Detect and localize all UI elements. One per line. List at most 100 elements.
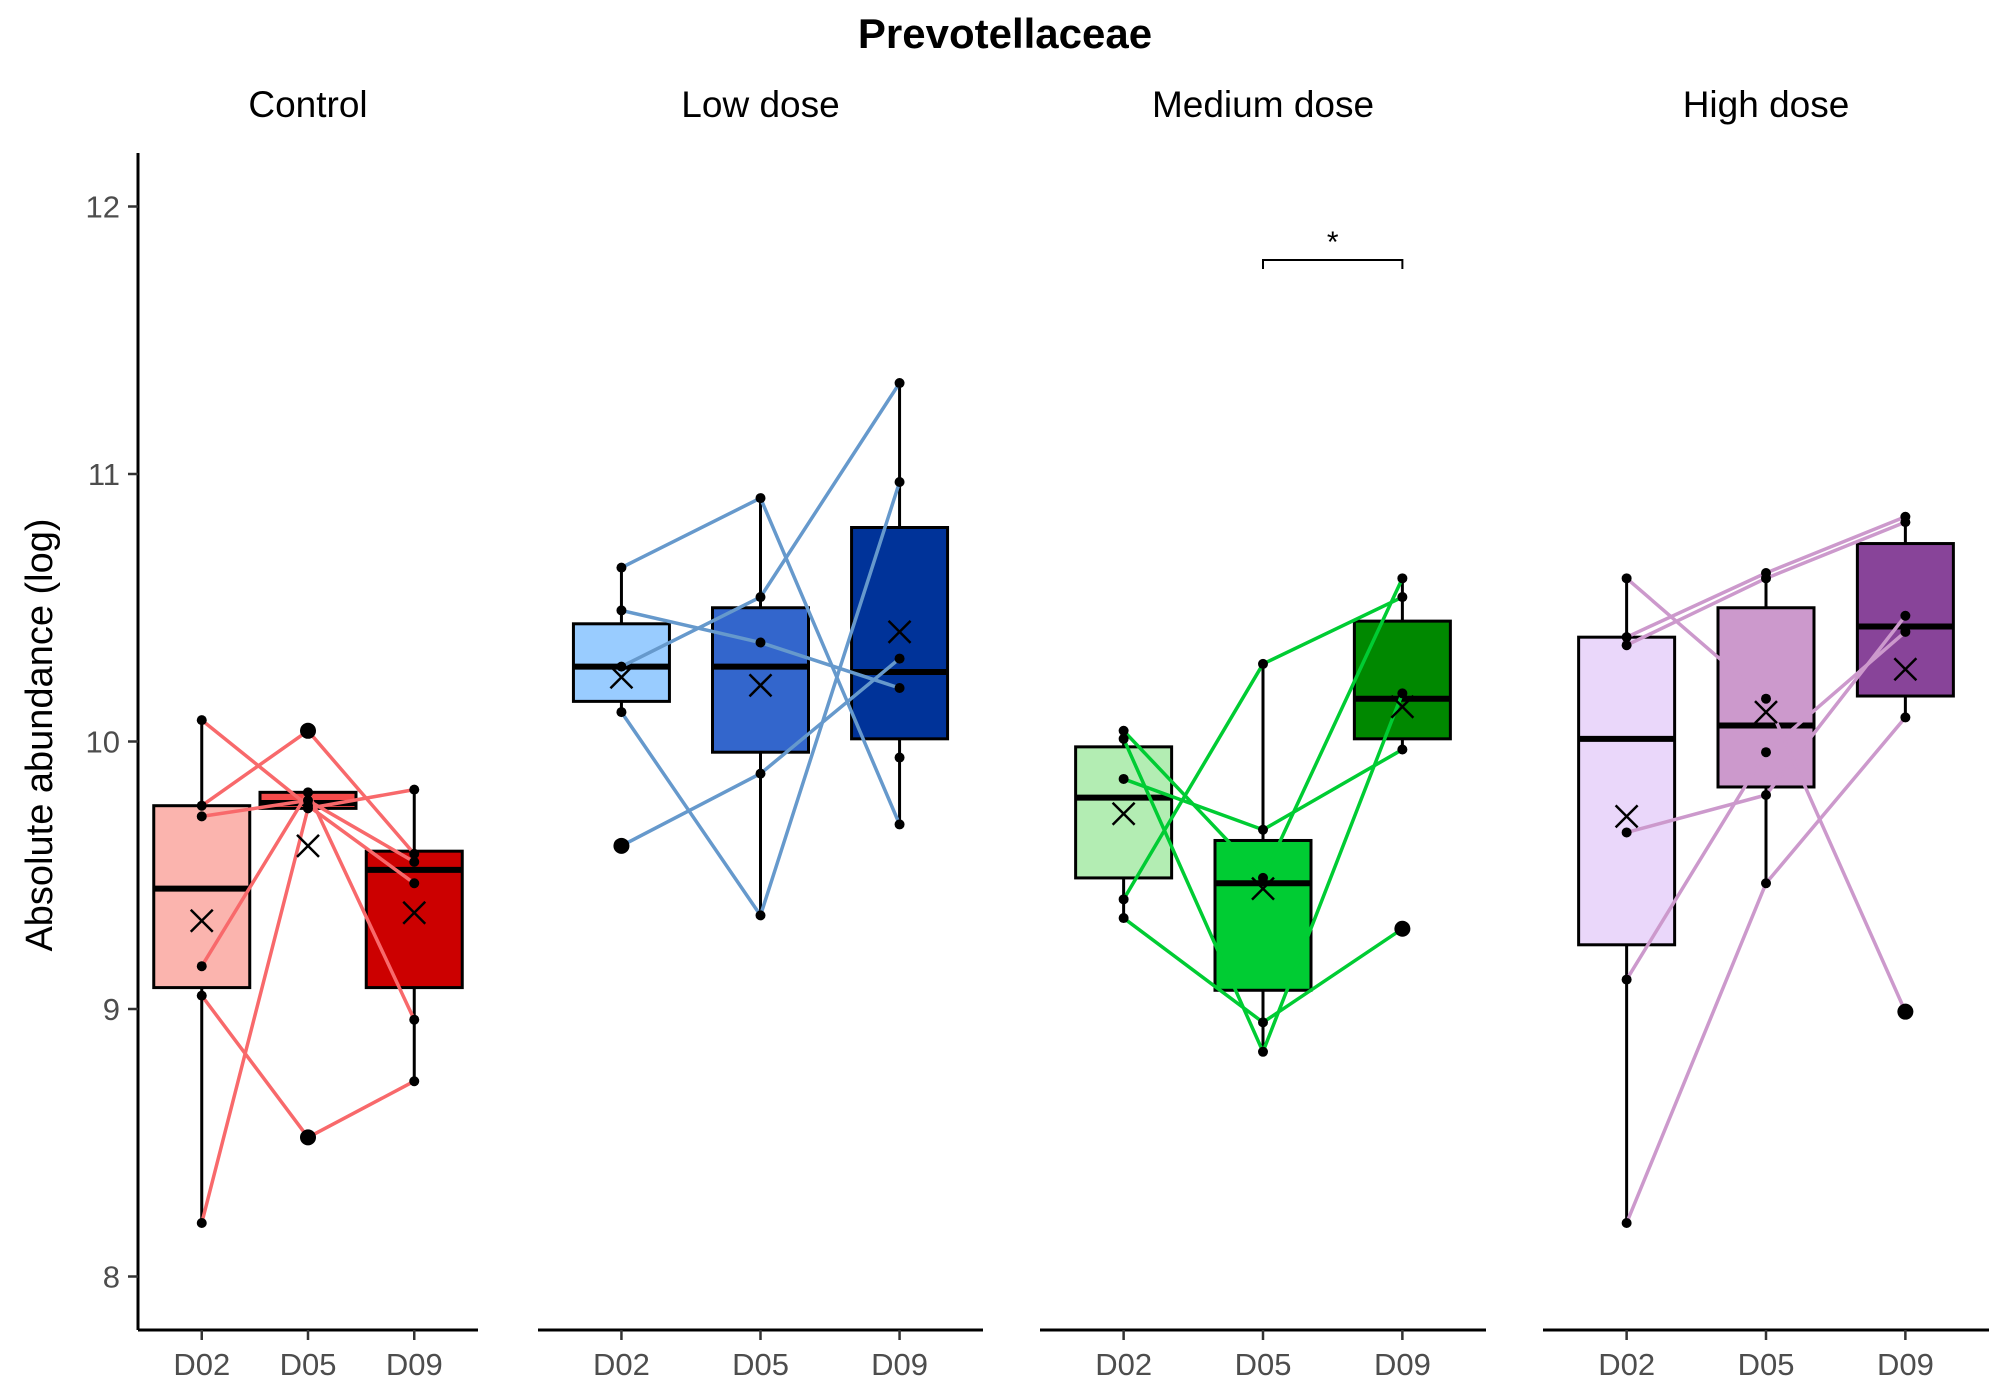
data-point <box>755 910 766 921</box>
y-tick-label: 12 <box>86 190 120 225</box>
facet-panel: Medium dose D02 D05 D09 <box>1040 84 1486 1382</box>
mean-marker <box>189 908 214 933</box>
mean-marker-stroke <box>1390 694 1415 719</box>
x-tick-label: D05 <box>1738 1347 1795 1382</box>
facet-label: Control <box>248 84 367 125</box>
mean-marker-stroke <box>296 833 320 858</box>
mean-marker <box>748 673 773 698</box>
data-point <box>303 787 313 798</box>
data-point <box>894 653 905 664</box>
facet-label: High dose <box>1683 84 1850 125</box>
mean-marker-stroke <box>748 673 773 698</box>
mean-marker-stroke <box>1893 657 1918 682</box>
data-point <box>894 477 905 488</box>
box-body <box>1577 635 1677 947</box>
x-tick-label: D09 <box>1374 1347 1431 1382</box>
box-d02 <box>1577 578 1677 1223</box>
box-d02 <box>152 720 252 1223</box>
mean-marker <box>1893 657 1918 682</box>
data-point <box>1621 974 1632 985</box>
mean-marker <box>402 900 427 925</box>
outlier-point <box>300 722 316 739</box>
mean-marker-stroke <box>402 900 427 925</box>
data-point <box>616 707 627 718</box>
x-tick-label: D05 <box>1235 1347 1292 1382</box>
box-body <box>1352 619 1452 741</box>
mean-marker <box>1251 876 1275 901</box>
data-point <box>409 784 420 795</box>
y-tick-label: 9 <box>103 992 120 1027</box>
data-point <box>1118 913 1129 924</box>
x-tick-label: D09 <box>1877 1347 1934 1382</box>
data-point <box>894 819 905 830</box>
outlier-point <box>613 837 630 854</box>
mean-marker <box>887 619 912 644</box>
y-tick-label: 8 <box>103 1260 120 1295</box>
data-point <box>303 803 313 814</box>
y-tick-label: 11 <box>88 457 120 492</box>
data-point <box>196 811 207 822</box>
mean-marker-stroke <box>1614 804 1639 829</box>
outlier-point <box>1394 920 1411 937</box>
data-point <box>1621 640 1632 651</box>
mean-marker <box>609 665 634 690</box>
data-point <box>1397 688 1408 699</box>
data-point <box>755 768 766 779</box>
data-point <box>1621 1218 1632 1228</box>
data-point <box>409 1076 420 1087</box>
mean-marker-stroke <box>609 665 634 690</box>
data-point <box>196 961 207 972</box>
mean-marker-stroke <box>1251 876 1275 901</box>
data-point <box>1900 610 1911 621</box>
data-point <box>1761 878 1771 889</box>
data-point <box>1900 626 1911 637</box>
data-point <box>1397 744 1408 755</box>
mean-marker-stroke <box>1111 801 1136 826</box>
data-point <box>409 1014 420 1025</box>
data-point <box>755 592 766 603</box>
mean-marker <box>296 833 320 858</box>
data-point <box>1118 894 1129 905</box>
data-point <box>616 605 627 616</box>
data-point <box>1397 573 1408 584</box>
box-d09 <box>1352 578 1452 750</box>
data-point <box>1258 824 1268 835</box>
data-point <box>1258 872 1268 883</box>
data-point <box>1900 712 1911 723</box>
data-point <box>1761 693 1771 704</box>
bracket-line <box>1262 259 1404 269</box>
outlier-point <box>300 1129 316 1146</box>
box-d02 <box>571 567 671 713</box>
data-point <box>1621 827 1632 838</box>
chart-title: Prevotellaceae <box>858 10 1152 57</box>
y-tick-label: 10 <box>86 725 120 760</box>
facet-panel: Low dose D02 D05 D09 <box>538 84 983 1382</box>
data-point <box>894 378 905 389</box>
mean-marker <box>1111 801 1136 826</box>
paired-line <box>200 994 416 1140</box>
box-body <box>711 606 810 754</box>
facet-label: Medium dose <box>1152 84 1374 125</box>
data-point <box>894 683 905 693</box>
facet-panel: High dose D02 D05 D09 <box>1543 84 1989 1382</box>
x-tick-label: D02 <box>173 1347 230 1382</box>
data-point <box>196 990 207 1001</box>
significance-bracket: * <box>1262 226 1404 269</box>
box-d02 <box>1074 730 1174 919</box>
data-point <box>1258 1046 1268 1057</box>
x-tick-label: D05 <box>280 1347 337 1382</box>
facet-panel: Control D02 D05 D09 <box>138 84 478 1382</box>
data-point <box>196 1218 207 1228</box>
x-tick-label: D05 <box>732 1347 789 1382</box>
data-point <box>755 637 766 648</box>
data-point <box>1397 592 1408 603</box>
mean-marker <box>1390 694 1415 719</box>
facet-label: Low dose <box>681 84 839 125</box>
data-point <box>1258 658 1268 669</box>
data-point <box>409 856 420 867</box>
data-point <box>409 848 420 859</box>
data-point <box>1621 573 1632 584</box>
box-d05 <box>711 498 810 916</box>
data-point <box>894 752 905 763</box>
